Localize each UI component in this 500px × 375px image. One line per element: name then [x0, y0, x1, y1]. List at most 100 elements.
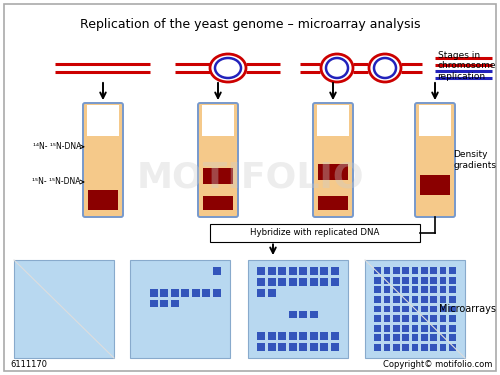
Bar	[440, 334, 446, 341]
FancyBboxPatch shape	[83, 103, 123, 217]
Bar	[150, 289, 158, 297]
Bar	[412, 344, 418, 351]
Bar	[150, 300, 158, 307]
Bar	[278, 278, 286, 286]
Bar	[402, 286, 409, 293]
Bar	[421, 315, 428, 322]
FancyBboxPatch shape	[198, 103, 238, 217]
Bar	[430, 267, 437, 274]
Bar	[289, 278, 296, 286]
Text: 6111170: 6111170	[10, 360, 47, 369]
Bar	[130, 260, 230, 358]
Bar	[320, 343, 328, 351]
Bar	[440, 296, 446, 303]
Bar	[412, 296, 418, 303]
Bar	[421, 277, 428, 284]
Bar	[268, 289, 276, 297]
Bar	[384, 325, 390, 332]
Bar	[268, 278, 276, 286]
Bar	[202, 289, 210, 297]
Bar	[412, 267, 418, 274]
Bar	[412, 315, 418, 322]
Bar	[421, 334, 428, 341]
Bar	[430, 296, 437, 303]
Bar	[440, 325, 446, 332]
Bar	[393, 325, 400, 332]
Bar	[402, 325, 409, 332]
Bar	[171, 289, 178, 297]
Bar	[449, 315, 456, 322]
Bar	[374, 334, 381, 341]
Bar	[384, 277, 390, 284]
Bar	[440, 306, 446, 312]
Bar	[318, 164, 348, 180]
Bar	[384, 344, 390, 351]
FancyBboxPatch shape	[415, 103, 455, 217]
Bar	[331, 343, 338, 351]
Bar	[202, 105, 234, 136]
Bar	[393, 306, 400, 312]
Bar	[412, 306, 418, 312]
Bar	[430, 325, 437, 332]
Bar	[203, 196, 233, 210]
Bar	[310, 343, 318, 351]
Bar	[192, 289, 200, 297]
Bar	[430, 315, 437, 322]
Bar	[278, 267, 286, 275]
Text: Copyright© motifolio.com: Copyright© motifolio.com	[382, 360, 492, 369]
Text: ¹⁴N- ¹⁵N-DNA: ¹⁴N- ¹⁵N-DNA	[32, 142, 81, 151]
Bar	[300, 310, 307, 318]
Bar	[384, 296, 390, 303]
Bar	[430, 344, 437, 351]
Bar	[88, 190, 118, 210]
Bar	[393, 315, 400, 322]
Bar	[268, 343, 276, 351]
Bar	[331, 267, 338, 275]
Bar	[402, 315, 409, 322]
Bar	[449, 306, 456, 312]
Bar	[289, 343, 296, 351]
Text: Stages in
chromosome
replication: Stages in chromosome replication	[438, 51, 496, 81]
Bar	[402, 277, 409, 284]
Bar	[412, 334, 418, 341]
Bar	[278, 343, 286, 351]
Bar	[258, 332, 265, 340]
Bar	[318, 196, 348, 210]
Bar	[430, 277, 437, 284]
Bar	[331, 278, 338, 286]
Bar	[393, 296, 400, 303]
Text: Microarrays: Microarrays	[439, 304, 496, 314]
Bar	[393, 267, 400, 274]
Bar	[440, 344, 446, 351]
Bar	[430, 306, 437, 312]
Text: Density
gradients: Density gradients	[453, 150, 496, 170]
Bar	[449, 344, 456, 351]
Bar	[258, 278, 265, 286]
Bar	[449, 325, 456, 332]
Bar	[384, 306, 390, 312]
Bar	[258, 343, 265, 351]
Bar	[449, 286, 456, 293]
Bar	[213, 289, 220, 297]
Bar	[421, 296, 428, 303]
Bar	[248, 260, 348, 358]
Bar	[374, 286, 381, 293]
Bar	[402, 267, 409, 274]
Bar	[393, 334, 400, 341]
Bar	[300, 343, 307, 351]
Bar	[393, 286, 400, 293]
Bar	[300, 332, 307, 340]
Bar	[317, 105, 349, 136]
Bar	[419, 105, 451, 136]
Bar	[430, 334, 437, 341]
Bar	[440, 277, 446, 284]
Bar	[421, 344, 428, 351]
Text: Hybridize with replicated DNA: Hybridize with replicated DNA	[250, 228, 380, 237]
Bar	[160, 300, 168, 307]
Bar	[258, 289, 265, 297]
Bar	[374, 306, 381, 312]
Bar	[384, 267, 390, 274]
Bar	[268, 332, 276, 340]
Bar	[310, 310, 318, 318]
Bar	[171, 300, 178, 307]
